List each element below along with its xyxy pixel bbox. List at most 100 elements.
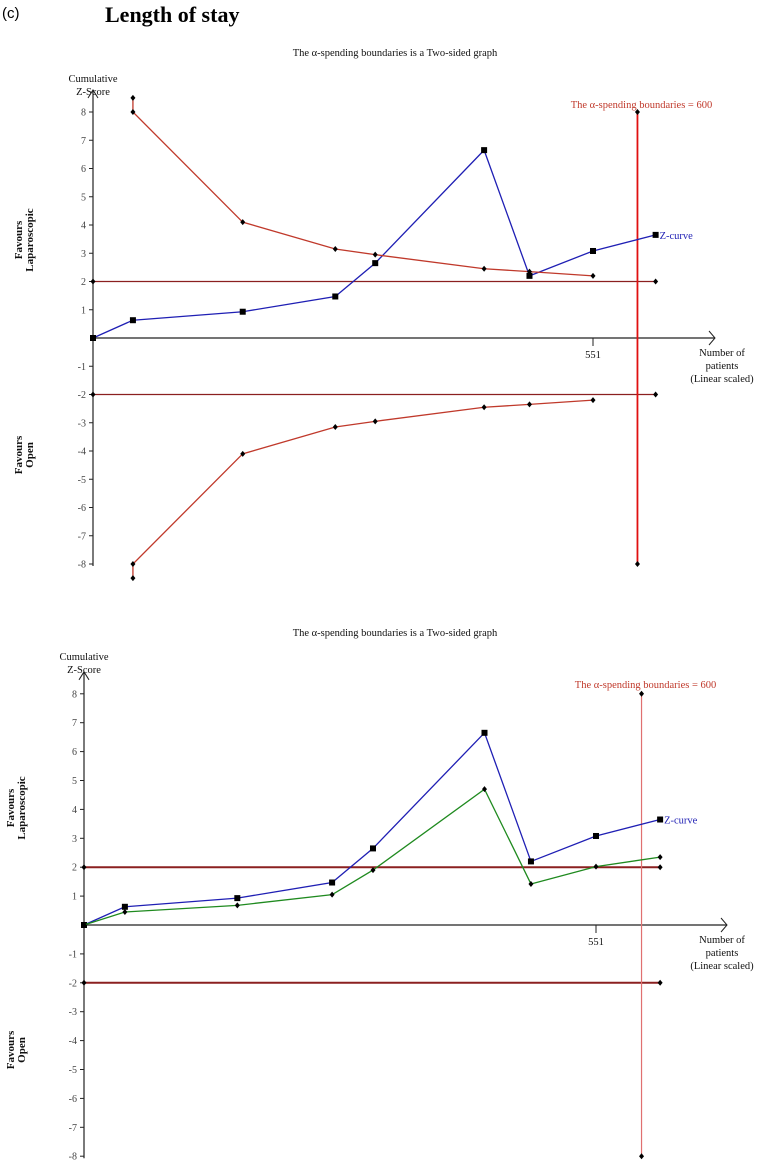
- lower-boundary-point: [372, 418, 378, 425]
- upper-boundary-point: [372, 251, 378, 258]
- x-axis-label: (Linear scaled): [690, 374, 754, 385]
- adjusted-z-curve-point: [657, 854, 663, 861]
- y-tick-label: 1: [72, 892, 77, 903]
- adjusted-z-curve-point: [81, 922, 87, 928]
- ris-marker: [639, 1153, 645, 1160]
- z-curve-point: [239, 308, 246, 315]
- ris-label: The α-spending boundaries = 600: [575, 680, 716, 691]
- ris-marker: [634, 561, 640, 567]
- y-tick-label: -1: [78, 362, 86, 373]
- favours-bottom-label: Open: [16, 1037, 28, 1063]
- y-tick-label: 5: [81, 192, 86, 203]
- adjusted-z-curve-point: [329, 891, 335, 898]
- y-tick-label: -8: [69, 1152, 77, 1163]
- y-tick-label: -2: [69, 978, 77, 989]
- y-tick-label: 4: [81, 221, 86, 232]
- y-tick-label: -3: [78, 418, 86, 429]
- favours-bottom-label: Favours: [5, 1030, 17, 1069]
- y-tick-label: 5: [72, 776, 77, 787]
- lower-boundary-point: [332, 423, 338, 430]
- y-tick-label: 6: [81, 164, 86, 175]
- z-curve-point: [332, 293, 339, 300]
- z-curve-point: [234, 895, 241, 902]
- lower-boundary-point: [240, 450, 246, 457]
- adjusted-z-curve-point: [234, 902, 240, 909]
- y-tick-label: 2: [72, 863, 77, 874]
- favours-top-label: Favours: [5, 788, 17, 827]
- y-axis-label: Z-Score: [67, 665, 101, 676]
- lower-boundary-point: [481, 404, 487, 411]
- favours-top-label: Laparoscopic: [16, 776, 28, 839]
- x-axis-label: (Linear scaled): [690, 961, 754, 972]
- z-curve-point: [481, 147, 488, 154]
- x-tick-label: 551: [588, 937, 604, 948]
- y-axis-arrow-icon: [87, 89, 99, 99]
- z-curve-label: Z-curve: [660, 231, 694, 242]
- y-tick-label: -5: [69, 1065, 77, 1076]
- chart-top: The α-spending boundaries is a Two-sided…: [13, 48, 754, 582]
- y-tick-label: -4: [69, 1036, 77, 1047]
- y-tick-label: -6: [69, 1094, 77, 1105]
- x-axis-arrow-icon: [708, 330, 716, 346]
- boundary-marker: [90, 391, 96, 398]
- y-tick-label: 1: [81, 305, 86, 316]
- upper-boundary-point: [240, 219, 246, 226]
- upper-boundary-point: [526, 268, 532, 275]
- lower-boundary-point: [526, 401, 532, 408]
- y-tick-label: -7: [78, 531, 86, 542]
- y-tick-label: 2: [81, 277, 86, 288]
- z-curve-point: [90, 335, 96, 341]
- boundary-marker: [657, 864, 663, 871]
- ris-label: The α-spending boundaries = 600: [571, 100, 712, 111]
- boundary-marker: [90, 278, 96, 285]
- z-curve-label: Z-curve: [664, 816, 698, 827]
- z-curve-point: [481, 729, 488, 736]
- favours-bottom-label: Favours: [13, 435, 25, 474]
- favours-top-label: Laparoscopic: [24, 208, 36, 271]
- z-curve-point: [526, 272, 533, 279]
- y-axis-arrow-icon: [78, 670, 90, 681]
- x-axis-label: patients: [706, 948, 739, 959]
- upper-boundary-point: [481, 265, 487, 272]
- z-curve-point: [129, 317, 136, 324]
- upper-boundary-point: [130, 94, 136, 101]
- boundary-marker: [653, 391, 659, 398]
- y-tick-label: -2: [78, 390, 86, 401]
- panel-label: (c): [2, 5, 20, 22]
- z-curve-point: [527, 858, 534, 865]
- y-tick-label: -7: [69, 1123, 77, 1134]
- lower-boundary-line: [132, 399, 594, 579]
- y-tick-label: 3: [81, 249, 86, 260]
- boundary-marker: [81, 864, 87, 871]
- y-axis-label: Cumulative: [69, 74, 118, 85]
- figure-heading: Length of stay: [105, 2, 239, 27]
- adjusted-z-curve-point: [122, 908, 128, 915]
- x-axis-label: Number of: [699, 935, 745, 946]
- y-tick-label: 6: [72, 747, 77, 758]
- chart-bottom: The α-spending boundaries is a Two-sided…: [5, 628, 754, 1163]
- adjusted-z-curve-point: [370, 867, 376, 874]
- chart-title: The α-spending boundaries is a Two-sided…: [293, 48, 498, 59]
- z-curve-point: [372, 260, 379, 267]
- x-axis-label: patients: [706, 361, 739, 372]
- y-tick-label: 8: [81, 108, 86, 119]
- z-curve-point: [329, 879, 336, 886]
- z-curve-point: [590, 247, 596, 254]
- upper-boundary-point: [590, 272, 596, 279]
- y-tick-label: -3: [69, 1007, 77, 1018]
- chart-title: The α-spending boundaries is a Two-sided…: [293, 628, 498, 639]
- z-curve-point: [657, 816, 664, 823]
- boundary-marker: [81, 979, 87, 986]
- favours-top-label: Favours: [13, 220, 25, 259]
- z-curve-point: [369, 845, 376, 852]
- adjusted-z-curve-point: [528, 880, 534, 887]
- z-curve-point: [121, 903, 128, 910]
- favours-bottom-label: Open: [24, 442, 36, 468]
- y-tick-label: 3: [72, 834, 77, 845]
- ris-marker: [639, 690, 645, 697]
- y-tick-label: -6: [78, 503, 86, 514]
- z-curve-point: [652, 231, 659, 238]
- lower-boundary-point: [590, 397, 596, 404]
- y-tick-label: -5: [78, 475, 86, 486]
